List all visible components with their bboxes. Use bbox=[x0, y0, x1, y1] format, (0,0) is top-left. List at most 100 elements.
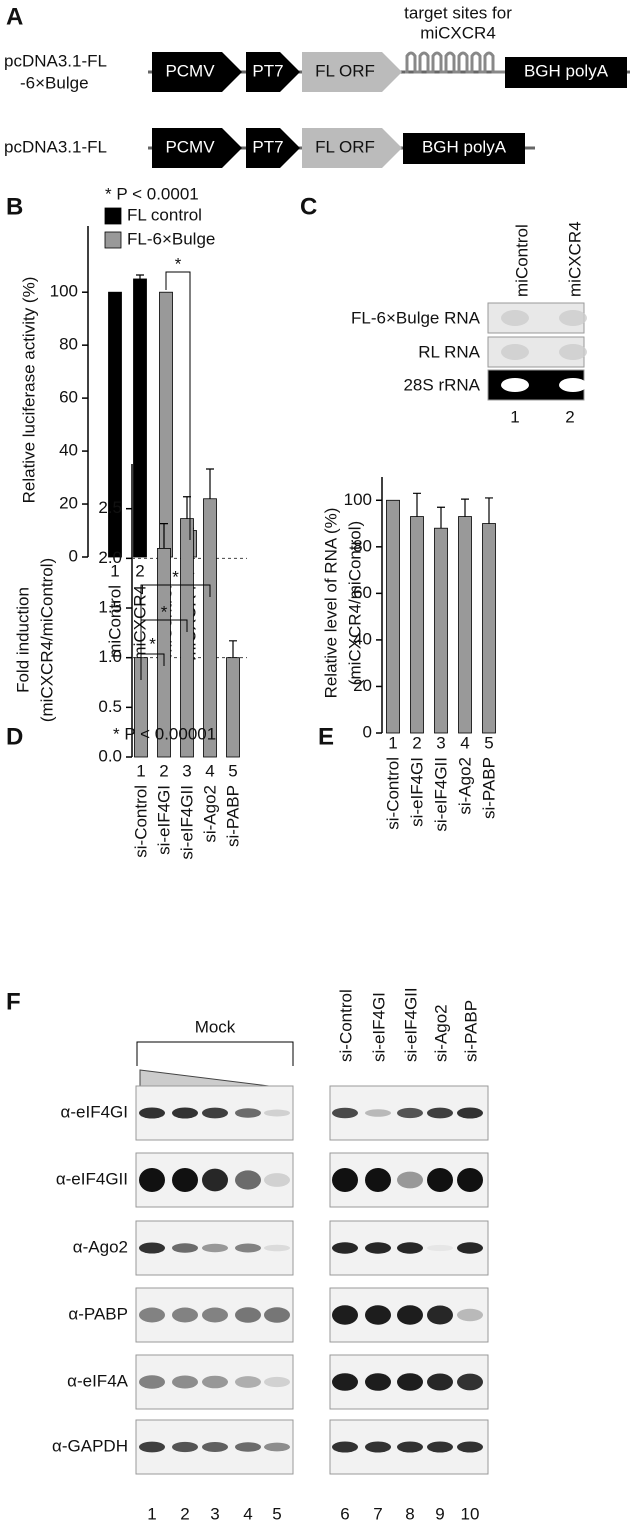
panel-label: C bbox=[300, 193, 317, 220]
band bbox=[457, 1308, 483, 1322]
y-axis-label: (miCXCR4/miControl) bbox=[345, 521, 364, 685]
legend-swatch bbox=[104, 231, 122, 249]
band bbox=[427, 1244, 453, 1252]
legend-label: FL-6×Bulge bbox=[127, 229, 215, 248]
lane-number: 5 bbox=[484, 733, 493, 752]
error-bar bbox=[206, 468, 214, 499]
band bbox=[264, 1442, 290, 1452]
row-label: α-eIF4GII bbox=[56, 1169, 128, 1188]
lane-number: 1 bbox=[136, 761, 145, 780]
band bbox=[427, 1441, 453, 1453]
row-label: α-PABP bbox=[68, 1304, 128, 1323]
construct-name: -6×Bulge bbox=[20, 73, 89, 92]
band bbox=[264, 1307, 290, 1323]
y-tick-label: 0 bbox=[363, 722, 372, 741]
y-tick-label: 80 bbox=[353, 536, 372, 555]
band bbox=[397, 1305, 423, 1325]
band bbox=[235, 1108, 261, 1118]
element-arrow bbox=[246, 52, 300, 92]
y-tick-label: 80 bbox=[59, 335, 78, 354]
x-tick-label: si-Ago2 bbox=[200, 785, 219, 843]
lane-number: 10 bbox=[461, 1504, 480, 1523]
target-label: miCXCR4 bbox=[420, 23, 496, 42]
band bbox=[397, 1242, 423, 1254]
lane-number: 4 bbox=[243, 1504, 252, 1523]
band bbox=[172, 1441, 198, 1453]
row-label: 28S rRNA bbox=[403, 375, 480, 394]
band bbox=[332, 1107, 358, 1119]
element-box bbox=[505, 57, 627, 88]
lane-number: 2 bbox=[565, 407, 574, 426]
band bbox=[365, 1441, 391, 1453]
y-tick-label: 60 bbox=[353, 583, 372, 602]
target-label: target sites for bbox=[404, 3, 512, 22]
panel-label: D bbox=[6, 723, 23, 750]
lane-header: si-eIF4GII bbox=[401, 987, 420, 1062]
error-bar bbox=[413, 492, 421, 517]
band bbox=[427, 1373, 453, 1391]
band bbox=[559, 310, 587, 326]
band bbox=[365, 1242, 391, 1254]
lane-number: 2 bbox=[180, 1504, 189, 1523]
band bbox=[427, 1305, 453, 1325]
band bbox=[457, 1242, 483, 1254]
x-tick-label: si-PABP bbox=[223, 785, 242, 847]
band bbox=[501, 310, 529, 326]
band bbox=[139, 1375, 165, 1389]
band bbox=[264, 1244, 290, 1252]
band bbox=[139, 1168, 165, 1192]
construct-name: pcDNA3.1-FL bbox=[4, 137, 107, 156]
band bbox=[365, 1109, 391, 1117]
lane-number: 3 bbox=[182, 761, 191, 780]
significance-bracket bbox=[140, 584, 211, 680]
band bbox=[332, 1373, 358, 1391]
y-axis-label: (miCXCR4/miControl) bbox=[37, 558, 56, 722]
error-bar bbox=[485, 497, 493, 524]
element-box bbox=[403, 133, 525, 164]
band bbox=[202, 1243, 228, 1253]
band bbox=[139, 1441, 165, 1453]
band bbox=[202, 1168, 228, 1192]
band bbox=[457, 1441, 483, 1453]
lane-header: si-Ago2 bbox=[431, 1004, 450, 1062]
band bbox=[559, 344, 587, 360]
y-tick-label: 40 bbox=[59, 441, 78, 460]
lane-number: 2 bbox=[412, 733, 421, 752]
lane-number: 1 bbox=[147, 1504, 156, 1523]
band bbox=[365, 1373, 391, 1391]
bar bbox=[157, 548, 171, 758]
y-tick-label: 40 bbox=[353, 629, 372, 648]
band bbox=[202, 1442, 228, 1452]
significance-mark: * bbox=[149, 634, 156, 653]
significance-bracket bbox=[165, 271, 191, 540]
row-label: FL-6×Bulge RNA bbox=[351, 308, 481, 327]
lane-number: 2 bbox=[159, 761, 168, 780]
element-arrow bbox=[246, 128, 300, 168]
group-bracket bbox=[136, 1041, 294, 1066]
lane-header: si-Control bbox=[336, 989, 355, 1062]
error-bar bbox=[160, 522, 168, 549]
significance-mark: * bbox=[161, 602, 168, 621]
y-tick-label: 100 bbox=[344, 490, 372, 509]
band bbox=[202, 1107, 228, 1119]
y-tick-label: 1.0 bbox=[98, 647, 122, 666]
y-tick-label: 0.5 bbox=[98, 697, 122, 716]
y-tick-label: 20 bbox=[59, 494, 78, 513]
element-label: BGH polyA bbox=[524, 61, 609, 80]
band bbox=[202, 1375, 228, 1389]
x-tick-label: si-eIF4GII bbox=[431, 757, 450, 832]
bar bbox=[482, 523, 496, 734]
y-tick-label: 100 bbox=[50, 282, 78, 301]
band bbox=[427, 1168, 453, 1192]
element-label: PT7 bbox=[252, 61, 283, 80]
band bbox=[365, 1168, 391, 1192]
band bbox=[235, 1170, 261, 1190]
y-tick-label: 0.0 bbox=[98, 746, 122, 765]
lane-header: si-eIF4GI bbox=[369, 992, 388, 1062]
element-label: PT7 bbox=[252, 137, 283, 156]
band bbox=[172, 1375, 198, 1389]
y-tick-label: 60 bbox=[59, 388, 78, 407]
band bbox=[139, 1107, 165, 1119]
legend-swatch bbox=[104, 207, 122, 225]
panel-label: F bbox=[6, 988, 21, 1015]
